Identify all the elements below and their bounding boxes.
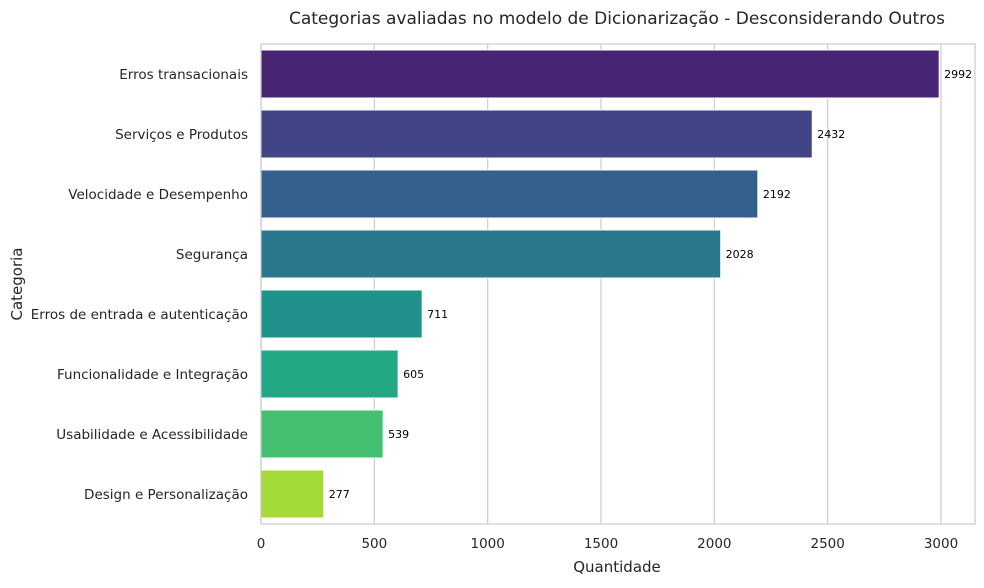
x-tick-labels: 0 500 1000 1500 2000 2500 3000 xyxy=(257,536,958,552)
plot-frame xyxy=(260,43,976,525)
bar-value-label: 539 xyxy=(388,428,409,441)
y-tick-label: Usabilidade e Acessibilidade xyxy=(56,427,248,443)
bar xyxy=(260,109,813,159)
chart-title: Categorias avaliadas no modelo de Dicion… xyxy=(289,9,945,29)
bar xyxy=(260,49,940,99)
bar-value-label: 711 xyxy=(427,308,448,321)
bar xyxy=(260,229,722,279)
bar-value-label: 2192 xyxy=(763,188,791,201)
y-tick-label: Funcionalidade e Integração xyxy=(57,367,248,383)
bar xyxy=(260,469,325,519)
x-tick-label: 1500 xyxy=(584,536,618,552)
y-tick-labels: Erros transacionais Serviços e Produtos Ve… xyxy=(31,67,248,503)
bar-value-label: 277 xyxy=(329,488,350,501)
y-tick-label: Erros transacionais xyxy=(119,67,248,83)
y-tick-label: Velocidade e Desempenho xyxy=(68,187,248,203)
y-tick-label: Segurança xyxy=(176,247,248,263)
bar xyxy=(260,409,384,459)
bar xyxy=(260,349,399,399)
bar xyxy=(260,289,423,339)
y-tick-label: Design e Personalização xyxy=(84,487,248,503)
y-tick-label: Serviços e Produtos xyxy=(115,127,248,143)
bar-value-label: 2432 xyxy=(817,128,845,141)
x-tick-label: 3000 xyxy=(924,536,958,552)
bars: 2992 2432 2192 2028 711 605 539 277 xyxy=(260,49,972,519)
x-tick-label: 2500 xyxy=(810,536,844,552)
x-tick-label: 1000 xyxy=(470,536,504,552)
bar xyxy=(260,169,759,219)
bar-value-label: 2992 xyxy=(944,68,972,81)
y-tick-label: Erros de entrada e autenticação xyxy=(31,307,248,323)
x-tick-label: 500 xyxy=(361,536,387,552)
bar-value-label: 605 xyxy=(403,368,424,381)
bar-value-label: 2028 xyxy=(726,248,754,261)
y-axis-label: Categoria xyxy=(8,247,26,320)
x-axis-label: Quantidade xyxy=(573,558,661,576)
x-tick-label: 0 xyxy=(257,536,266,552)
x-tick-label: 2000 xyxy=(697,536,731,552)
